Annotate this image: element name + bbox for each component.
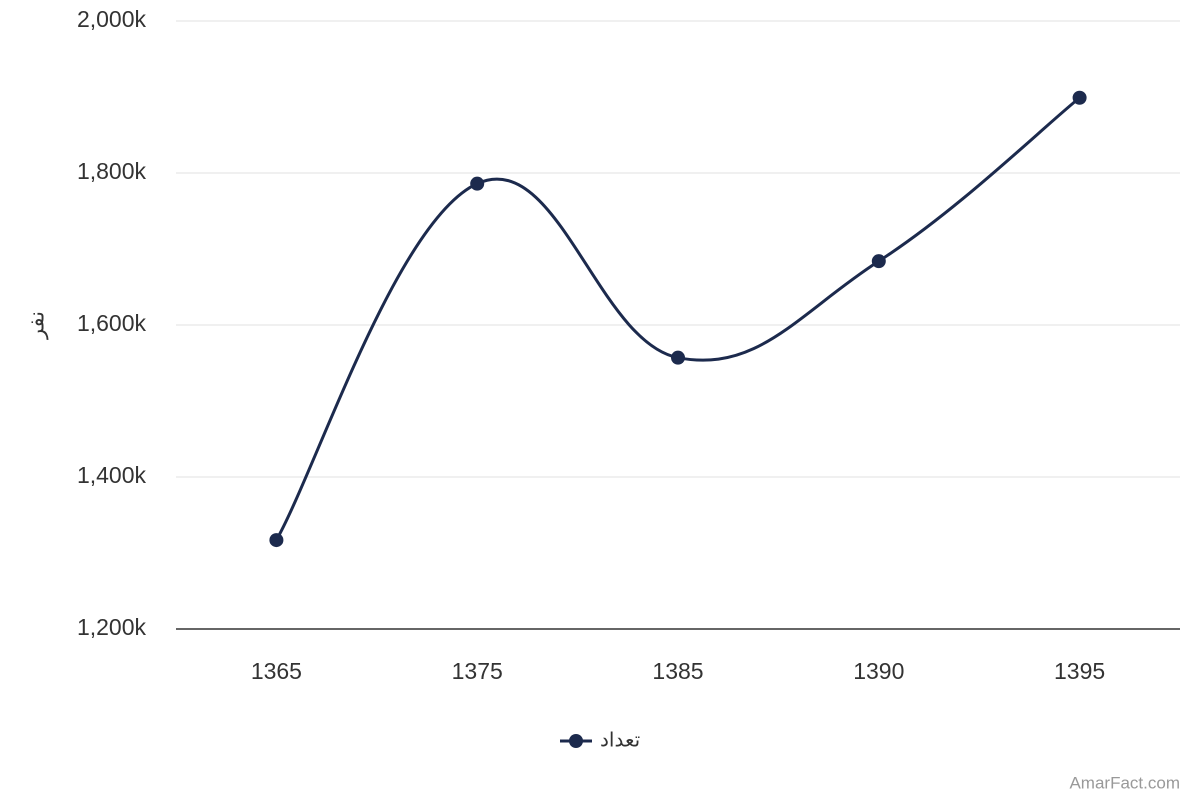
data-point xyxy=(1072,90,1087,105)
y-tick-label: 1,800k xyxy=(77,158,147,184)
x-tick-label: 1395 xyxy=(1054,658,1105,684)
x-tick-label: 1390 xyxy=(853,658,904,684)
x-tick-label: 1365 xyxy=(251,658,302,684)
y-tick-label: 1,400k xyxy=(77,462,147,488)
x-tick-label: 1375 xyxy=(452,658,503,684)
credits: AmarFact.com xyxy=(1069,773,1180,792)
y-tick-label: 1,600k xyxy=(77,310,147,336)
legend-label: تعداد xyxy=(600,729,640,751)
y-tick-label: 2,000k xyxy=(77,6,147,32)
y-axis-title: نفر xyxy=(26,311,49,340)
data-point xyxy=(671,350,685,365)
data-point xyxy=(470,176,485,191)
x-tick-label: 1385 xyxy=(652,658,703,684)
y-tick-label: 1,200k xyxy=(77,614,147,640)
data-point xyxy=(871,254,886,269)
data-point xyxy=(269,533,284,548)
series-line xyxy=(275,96,1081,541)
legend-marker xyxy=(569,734,583,748)
